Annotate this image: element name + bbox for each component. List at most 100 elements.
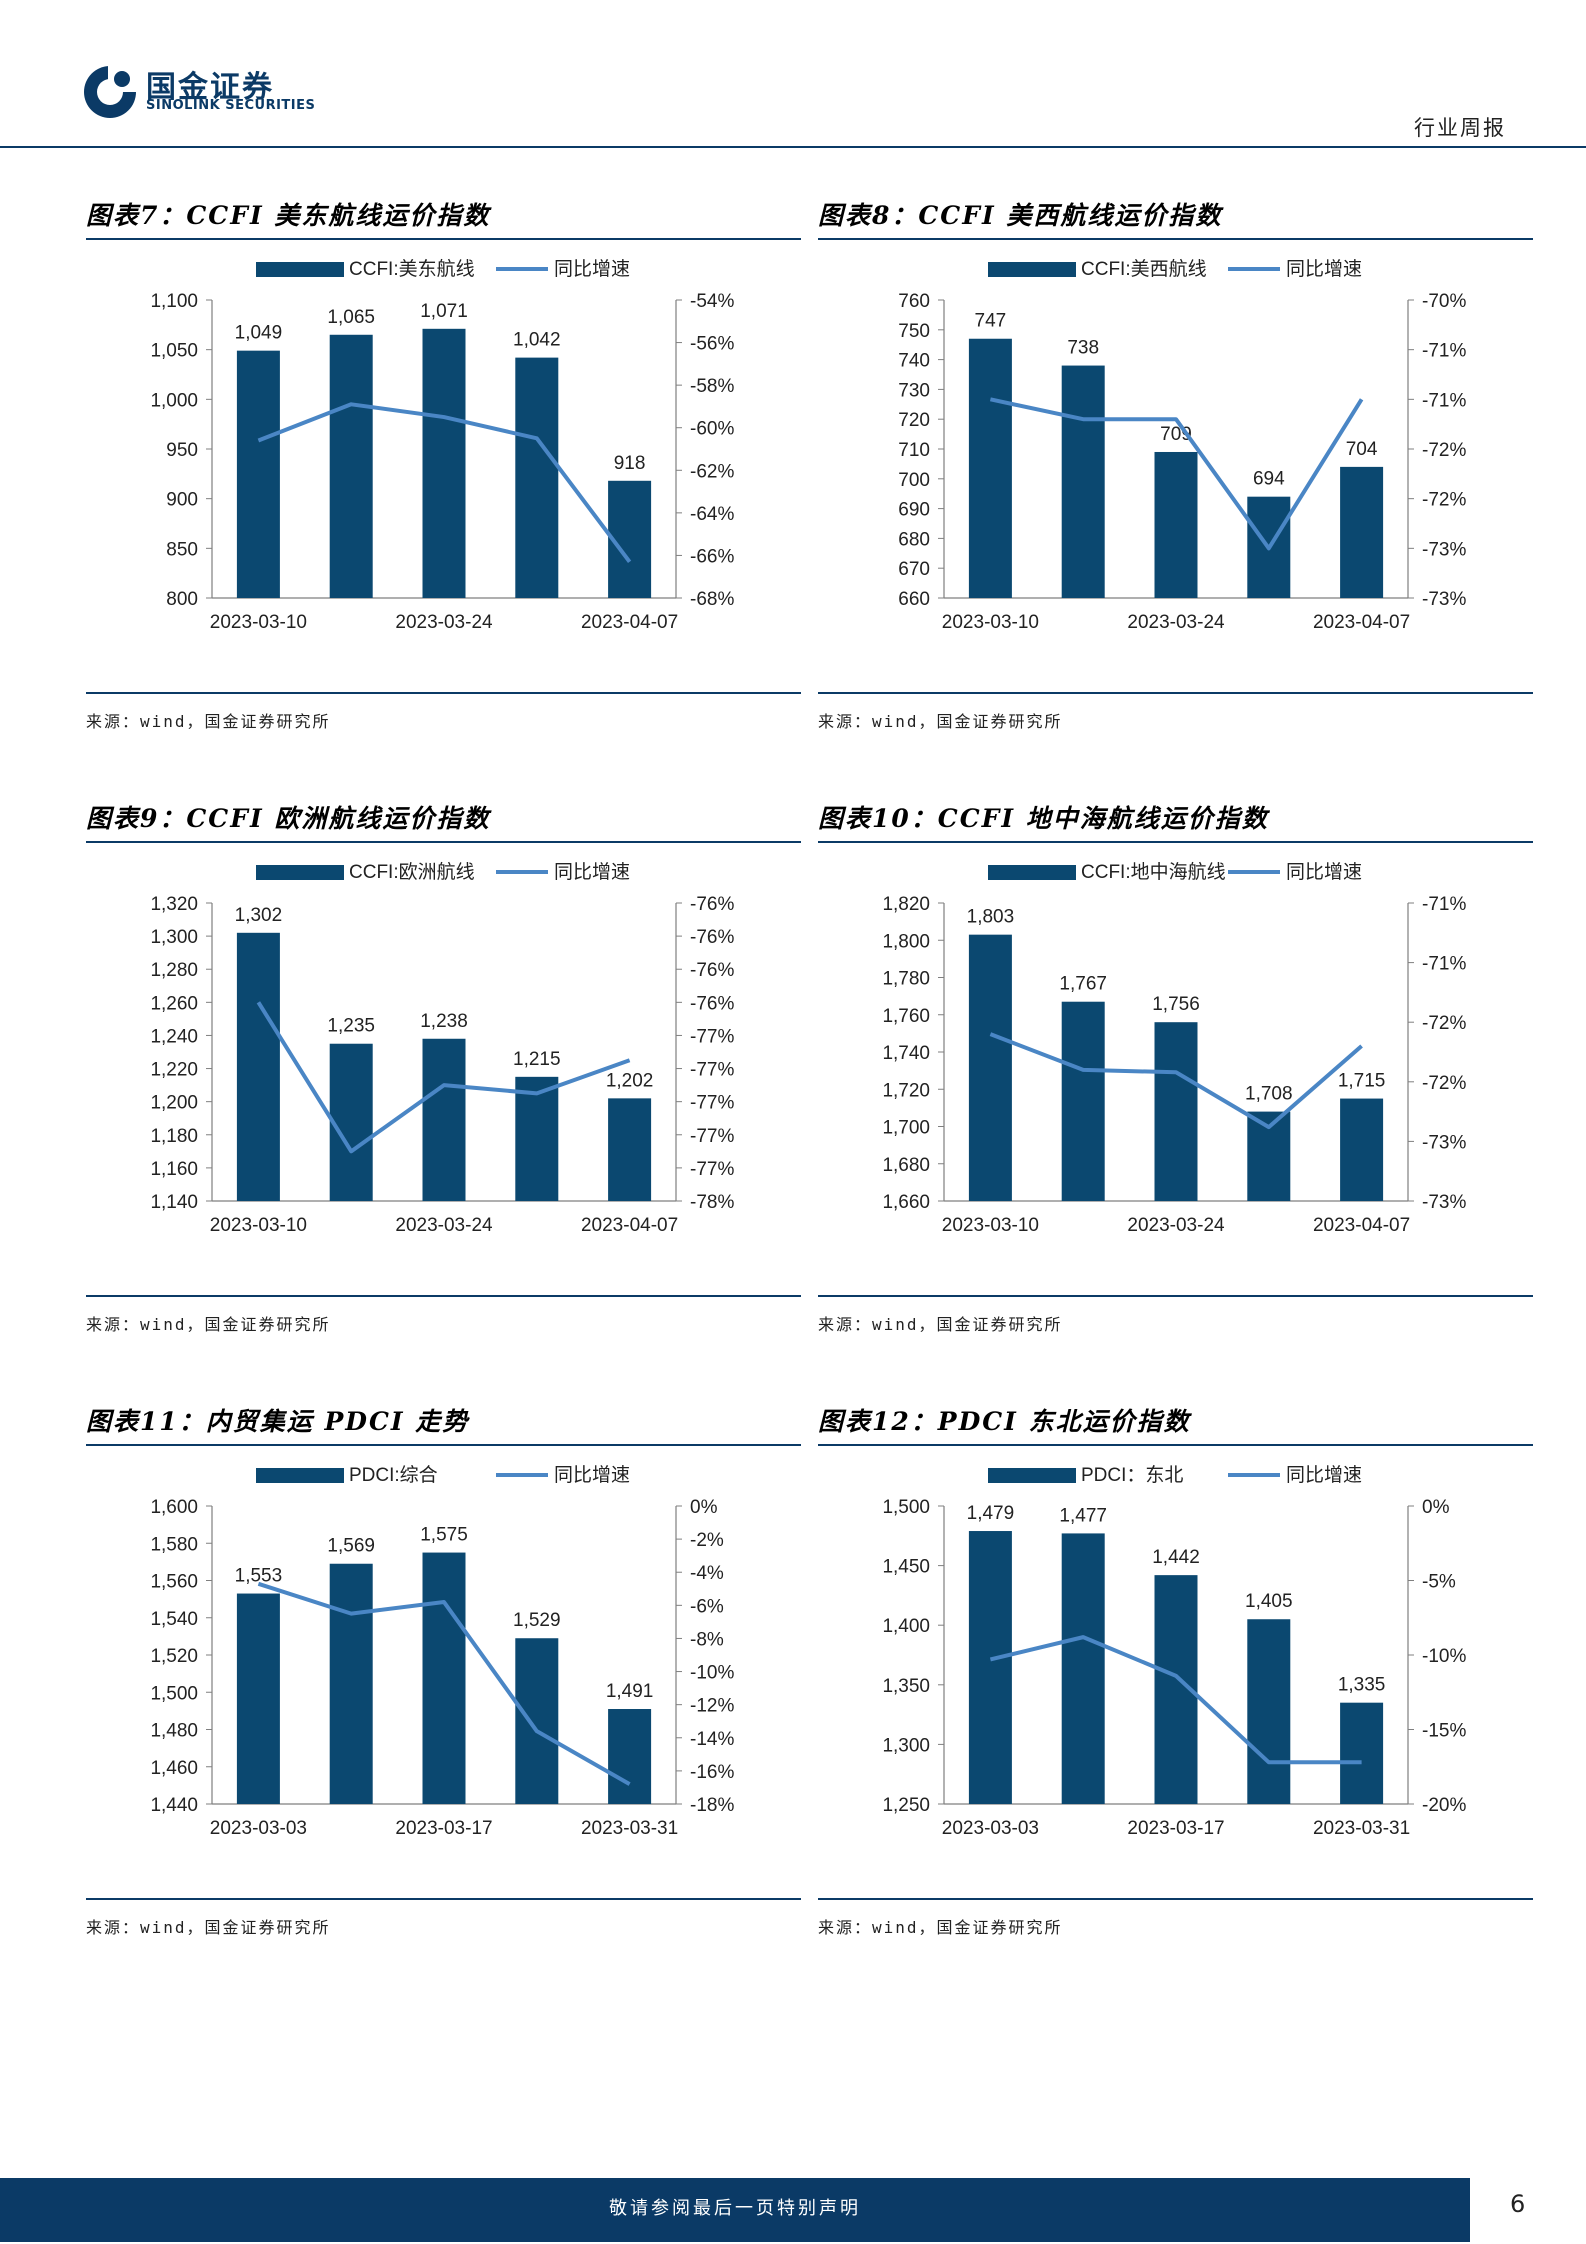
y-tick-label: 660 <box>898 589 930 610</box>
y2-tick-label: -8% <box>690 1629 724 1650</box>
y2-tick-label: -71% <box>1422 390 1466 411</box>
x-tick-label: 2023-03-24 <box>395 1215 493 1236</box>
legend-bar-label: CCFI:地中海航线 <box>1081 861 1226 883</box>
x-tick-label: 2023-03-31 <box>1313 1818 1410 1839</box>
bar-value-label: 1,715 <box>1338 1071 1386 1092</box>
y2-tick-label: -2% <box>690 1530 724 1551</box>
source-rule <box>818 1295 1533 1297</box>
y2-tick-label: -20% <box>1422 1795 1466 1816</box>
legend-bar-label: PDCI:综合 <box>349 1464 438 1486</box>
chart-ccfi-us-west: CCFI:美西航线 同比增速 660 670 680 690 700 710 720 730 740… <box>898 258 1466 633</box>
x-tick-label: 2023-03-24 <box>395 612 493 633</box>
panel-title: 图表7：CCFI 美东航线运价指数 <box>86 201 491 230</box>
y2-tick-label: -6% <box>690 1596 724 1617</box>
yoy-growth-line <box>989 1032 1363 1130</box>
bar <box>1340 466 1384 598</box>
panel-title: 图表9：CCFI 欧洲航线运价指数 <box>86 804 491 833</box>
y2-tick-label: -71% <box>1422 954 1466 975</box>
y-tick-label: 1,680 <box>882 1155 930 1176</box>
bar <box>968 1531 1012 1804</box>
bar-value-label: 1,049 <box>235 323 283 344</box>
panel-title: 图表12：PDCI 东北运价指数 <box>818 1407 1191 1436</box>
y2-tick-label: -16% <box>690 1762 734 1783</box>
y-tick-label: 1,100 <box>150 291 198 312</box>
y-tick-label: 1,720 <box>882 1080 930 1101</box>
legend-bar-label: CCFI:美西航线 <box>1081 258 1207 280</box>
chart-ccfi-europe: CCFI:欧洲航线 同比增速 1,140 1,160 1,180 1,200 1,220 1,… <box>150 861 734 1236</box>
bar-value-label: 1,065 <box>327 307 375 328</box>
legend-line-label: 同比增速 <box>554 861 630 883</box>
x-tick-label: 2023-03-31 <box>581 1818 678 1839</box>
y-tick-label: 680 <box>898 529 930 550</box>
y-tick-label: 1,140 <box>150 1192 198 1213</box>
y-tick-label: 1,540 <box>150 1609 198 1630</box>
y-tick-label: 1,460 <box>150 1758 198 1779</box>
y-tick-label: 1,560 <box>150 1572 198 1593</box>
bar-value-label: 694 <box>1253 469 1285 490</box>
y2-tick-label: -60% <box>690 419 734 440</box>
bar-value-label: 1,405 <box>1245 1591 1293 1612</box>
y2-tick-label: -72% <box>1422 440 1466 461</box>
x-tick-label: 2023-03-10 <box>942 1215 1039 1236</box>
bar-value-label: 1,302 <box>235 905 283 926</box>
y-tick-label: 1,320 <box>150 894 198 915</box>
y-tick-label: 950 <box>166 440 198 461</box>
y-tick-label: 1,500 <box>150 1683 198 1704</box>
y-tick-label: 730 <box>898 380 930 401</box>
bar <box>1247 1619 1291 1804</box>
legend-line-label: 同比增速 <box>1286 258 1362 280</box>
y2-tick-label: -77% <box>690 1060 734 1081</box>
panel-source: 来源：wind，国金证券研究所 <box>818 1918 1063 1937</box>
bar <box>608 480 652 598</box>
sinolink-logo-icon <box>84 66 136 118</box>
x-tick-label: 2023-03-24 <box>1127 1215 1225 1236</box>
y-tick-label: 1,480 <box>150 1721 198 1742</box>
legend-bar-swatch <box>256 865 344 880</box>
x-tick-label: 2023-03-10 <box>210 1215 307 1236</box>
legend-line-label: 同比增速 <box>554 1464 630 1486</box>
x-tick-label: 2023-03-03 <box>942 1818 1039 1839</box>
y2-tick-label: -73% <box>1422 1192 1466 1213</box>
bar-value-label: 704 <box>1346 439 1378 460</box>
bar <box>608 1709 652 1804</box>
panel-source: 来源：wind，国金证券研究所 <box>86 1315 331 1334</box>
y2-tick-label: -76% <box>690 960 734 981</box>
y2-tick-label: -77% <box>690 1026 734 1047</box>
bar-value-label: 1,202 <box>606 1070 654 1091</box>
legend-bar-label: CCFI:美东航线 <box>349 258 475 280</box>
bar-value-label: 1,235 <box>327 1016 375 1037</box>
x-tick-label: 2023-04-07 <box>1313 1215 1410 1236</box>
legend-bar-swatch <box>988 262 1076 277</box>
yoy-growth-line <box>256 1001 631 1154</box>
y2-tick-label: -58% <box>690 376 734 397</box>
y2-tick-label: -73% <box>1422 589 1466 610</box>
y2-tick-label: 0% <box>1422 1497 1450 1518</box>
y2-tick-label: -72% <box>1422 1013 1466 1034</box>
x-tick-label: 2023-03-10 <box>210 612 307 633</box>
bar <box>1340 1098 1384 1201</box>
y2-tick-label: -18% <box>690 1795 734 1816</box>
y2-tick-label: -5% <box>1422 1572 1456 1593</box>
y-tick-label: 1,820 <box>882 894 930 915</box>
y2-tick-label: -71% <box>1422 894 1466 915</box>
bar <box>1061 365 1105 598</box>
chart-ccfi-us-east: CCFI:美东航线 同比增速 800 850 900 950 1,000 1,050 1,100… <box>150 258 734 633</box>
y-tick-label: 1,160 <box>150 1159 198 1180</box>
chart-ccfi-mediterranean: CCFI:地中海航线 同比增速 1,660 1,680 1,700 1,720 1,740 1… <box>882 861 1466 1236</box>
y2-tick-label: -15% <box>1422 1721 1466 1742</box>
bar <box>329 334 373 598</box>
y2-tick-label: -12% <box>690 1696 734 1717</box>
title-rule <box>86 841 801 843</box>
y-tick-label: 1,250 <box>882 1795 930 1816</box>
bar-value-label: 1,477 <box>1059 1505 1107 1526</box>
chart-panel-10: 图表10：CCFI 地中海航线运价指数 CCFI:地中海航线 同比增速 1,660 1… <box>818 799 1533 1399</box>
x-tick-label: 2023-04-07 <box>1313 612 1410 633</box>
y2-tick-label: -66% <box>690 546 734 567</box>
y2-tick-label: -73% <box>1422 539 1466 560</box>
bar-value-label: 1,071 <box>420 301 468 322</box>
bar <box>422 1552 466 1804</box>
y-tick-label: 670 <box>898 559 930 580</box>
bar <box>968 934 1012 1201</box>
y-tick-label: 1,300 <box>150 927 198 948</box>
bar-value-label: 1,479 <box>967 1503 1015 1524</box>
